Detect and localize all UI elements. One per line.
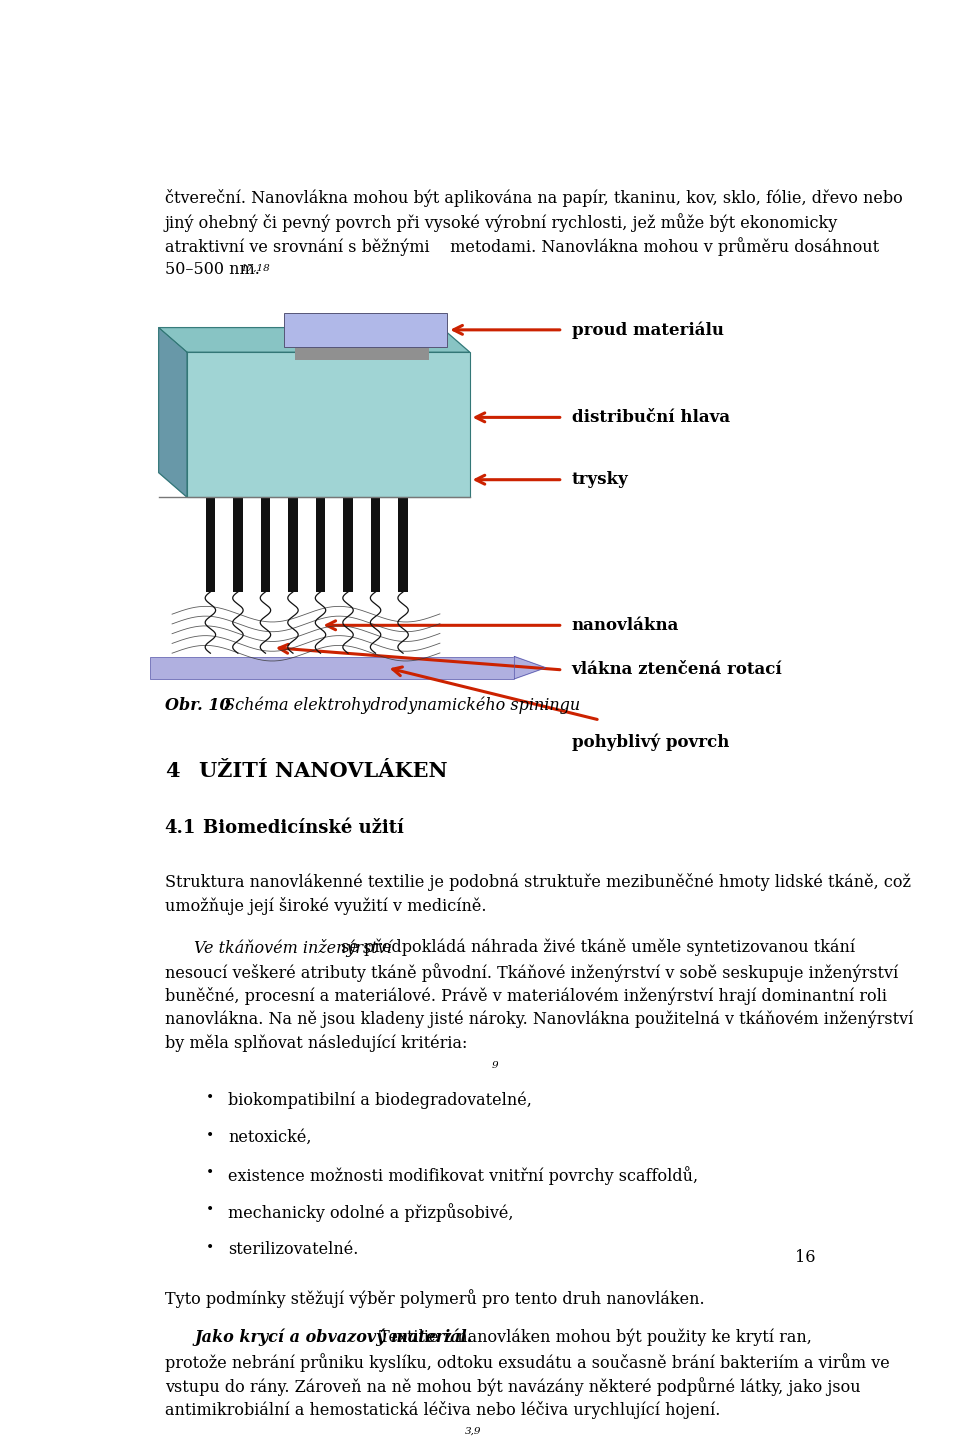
Text: by měla splňovat následující kritéria:: by měla splňovat následující kritéria:	[165, 1034, 467, 1053]
Text: •: •	[205, 1203, 214, 1218]
Text: umožňuje její široké využití v medicíně.: umožňuje její široké využití v medicíně.	[165, 896, 486, 915]
Bar	[371, 497, 380, 592]
Text: Ve tkáňovém inženýrství: Ve tkáňovém inženýrství	[194, 938, 392, 957]
Text: •: •	[205, 1166, 214, 1180]
Text: pohyblivý povrch: pohyblivý povrch	[571, 734, 729, 752]
Text: 17,18: 17,18	[241, 264, 271, 272]
Text: se předpokládá náhrada živé tkáně uměle syntetizovanou tkání: se předpokládá náhrada živé tkáně uměle …	[336, 938, 855, 956]
Text: 4.1: 4.1	[165, 820, 196, 837]
Text: antimikrobiální a hemostatická léčiva nebo léčiva urychlující hojení.: antimikrobiální a hemostatická léčiva ne…	[165, 1400, 720, 1419]
Text: nanovlákna. Na ně jsou kladeny jisté nároky. Nanovlákna použitelná v tkáňovém in: nanovlákna. Na ně jsou kladeny jisté nár…	[165, 1011, 913, 1028]
Text: 50–500 nm.: 50–500 nm.	[165, 261, 259, 278]
Text: trysky: trysky	[571, 471, 629, 488]
Text: 9: 9	[492, 1061, 498, 1070]
Text: Jako krycí a obvazový materiál.: Jako krycí a obvazový materiál.	[194, 1329, 472, 1347]
FancyBboxPatch shape	[284, 313, 447, 346]
Text: buněčné, procesní a materiálové. Právě v materiálovém inženýrství hrají dominant: buněčné, procesní a materiálové. Právě v…	[165, 986, 887, 1005]
Text: protože nebrání průniku kyslíku, odtoku exsudátu a současně brání bakteriím a vi: protože nebrání průniku kyslíku, odtoku …	[165, 1352, 889, 1371]
Bar	[233, 497, 243, 592]
Bar	[187, 352, 469, 497]
Text: •: •	[205, 1129, 214, 1142]
Text: •: •	[205, 1092, 214, 1105]
Text: distribuční hlava: distribuční hlava	[571, 408, 730, 426]
Text: existence možnosti modifikovat vnitřní povrchy scaffoldů,: existence možnosti modifikovat vnitřní p…	[228, 1166, 698, 1184]
Text: Tyto podmínky stěžují výběr polymerů pro tento druh nanovláken.: Tyto podmínky stěžují výběr polymerů pro…	[165, 1289, 705, 1308]
Text: •: •	[205, 1241, 214, 1255]
Polygon shape	[158, 327, 469, 352]
Text: netoxické,: netoxické,	[228, 1129, 311, 1145]
Text: Schéma elektrohydrodynamického spiningu: Schéma elektrohydrodynamického spiningu	[219, 696, 580, 714]
Text: 3,9: 3,9	[466, 1426, 482, 1436]
Text: sterilizovatelné.: sterilizovatelné.	[228, 1241, 358, 1258]
Bar	[150, 656, 515, 679]
Text: biokompatibilní a biodegradovatelné,: biokompatibilní a biodegradovatelné,	[228, 1092, 532, 1109]
Bar	[316, 497, 325, 592]
Text: nanovlákna: nanovlákna	[571, 617, 679, 634]
Text: Textilie z nanovláken mohou být použity ke krytí ran,: Textilie z nanovláken mohou být použity …	[374, 1329, 812, 1347]
Bar	[260, 497, 271, 592]
Text: atraktivní ve srovnání s běžnými    metodami. Nanovlákna mohou v průměru dosáhno: atraktivní ve srovnání s běžnými metodam…	[165, 237, 878, 256]
Text: proud materiálu: proud materiálu	[571, 321, 724, 339]
Text: mechanicky odolné a přizpůsobivé,: mechanicky odolné a přizpůsobivé,	[228, 1203, 514, 1222]
Bar	[288, 497, 298, 592]
Text: Struktura nanovlákenné textilie je podobná struktuře mezibuněčné hmoty lidské tk: Struktura nanovlákenné textilie je podob…	[165, 873, 911, 891]
Text: 4: 4	[165, 762, 180, 782]
Text: Biomedicínské užití: Biomedicínské užití	[204, 820, 404, 837]
Text: nesoucí veškeré atributy tkáně původní. Tkáňové inženýrství v sobě seskupuje inž: nesoucí veškeré atributy tkáně původní. …	[165, 963, 898, 982]
Text: 16: 16	[795, 1250, 816, 1267]
Text: vstupu do rány. Zároveň na ně mohou být navázány některé podpůrné látky, jako js: vstupu do rány. Zároveň na ně mohou být …	[165, 1377, 860, 1396]
Text: čtvereční. Nanovlákna mohou být aplikována na papír, tkaninu, kov, sklo, fólie, : čtvereční. Nanovlákna mohou být apliková…	[165, 190, 902, 207]
Bar	[344, 497, 353, 592]
Bar	[205, 497, 215, 592]
Bar	[295, 345, 429, 361]
Text: jiný ohebný či pevný povrch při vysoké výrobní rychlosti, jež může být ekonomick: jiný ohebný či pevný povrch při vysoké v…	[165, 213, 838, 232]
Polygon shape	[515, 656, 545, 679]
Text: UŽITÍ NANOVLÁKEN: UŽITÍ NANOVLÁKEN	[199, 762, 447, 782]
Bar	[398, 497, 408, 592]
Text: vlákna ztenčená rotací: vlákna ztenčená rotací	[571, 662, 782, 679]
Polygon shape	[158, 327, 187, 497]
Text: Obr. 10: Obr. 10	[165, 696, 230, 714]
